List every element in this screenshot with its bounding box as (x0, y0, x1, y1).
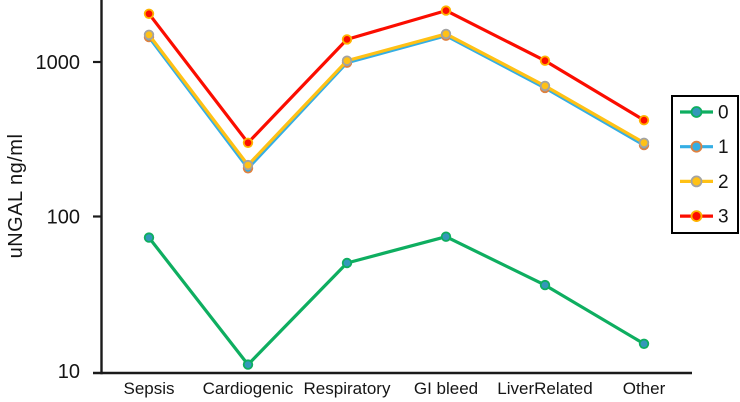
series-0-line (147, 235, 646, 367)
series-3-marker-gi-bleed (440, 5, 452, 16)
axes-layer: 1000 100 10 Sepsis Cardiogenic Respiratory GI … (5, 0, 692, 398)
series-0-marker-sepsis (143, 232, 155, 243)
legend-item-0: 0 (680, 103, 729, 124)
series-3-marker-cardiogenic (242, 137, 254, 149)
series-layer (143, 5, 650, 370)
series-2-marker-respiratory (341, 55, 353, 66)
y-tick-label-100: 100 (47, 207, 80, 229)
series-0-marker-cardiogenic (242, 359, 254, 370)
series-0-marker-gi-bleed (440, 231, 452, 242)
legend-label-2: 2 (718, 172, 729, 193)
legend-marker-2 (690, 175, 703, 188)
legend-label-0: 0 (718, 103, 729, 124)
series-3-marker-respiratory (341, 34, 353, 45)
series-3-marker-other (638, 114, 650, 126)
legend-marker-3 (690, 210, 703, 223)
y-tick-label-10: 10 (58, 361, 80, 383)
series-3-line (147, 9, 646, 145)
series-3-marker-sepsis (143, 8, 155, 20)
x-category-label-sepsis: Sepsis (123, 379, 174, 398)
x-category-label-cardiogenic: Cardiogenic (203, 379, 294, 398)
series-2-marker-sepsis (143, 29, 155, 41)
series-2-marker-gi-bleed (440, 28, 452, 40)
series-1-line (147, 34, 646, 170)
series-0-marker-other (638, 338, 650, 350)
legend-marker-0 (690, 106, 703, 118)
y-axis-title: uNGAL ng/ml (5, 134, 27, 259)
series-2-marker-liverrelated (539, 80, 551, 92)
legend-layer: 0 1 2 3 (671, 95, 739, 234)
legend-item-2: 2 (680, 172, 729, 193)
legend-label-3: 3 (718, 207, 729, 228)
legend-marker-1 (690, 140, 703, 153)
y-tick-label-1000: 1000 (36, 52, 81, 74)
series-2-marker-cardiogenic (242, 159, 254, 171)
series-3-marker-liverrelated (539, 55, 551, 66)
x-category-label-liverrelated: LiverRelated (497, 379, 592, 398)
legend-item-3: 3 (680, 207, 729, 228)
series-2-marker-other (638, 137, 650, 149)
legend-label-1: 1 (718, 137, 729, 158)
series-0-marker-respiratory (341, 257, 353, 269)
x-category-label-other: Other (623, 379, 666, 398)
x-category-label-respiratory: Respiratory (304, 379, 391, 398)
series-2-line (147, 32, 646, 167)
legend-box (671, 95, 739, 234)
x-category-label-gi-bleed: GI bleed (414, 379, 478, 398)
series-0-marker-liverrelated (539, 279, 551, 291)
legend-item-1: 1 (680, 137, 729, 158)
